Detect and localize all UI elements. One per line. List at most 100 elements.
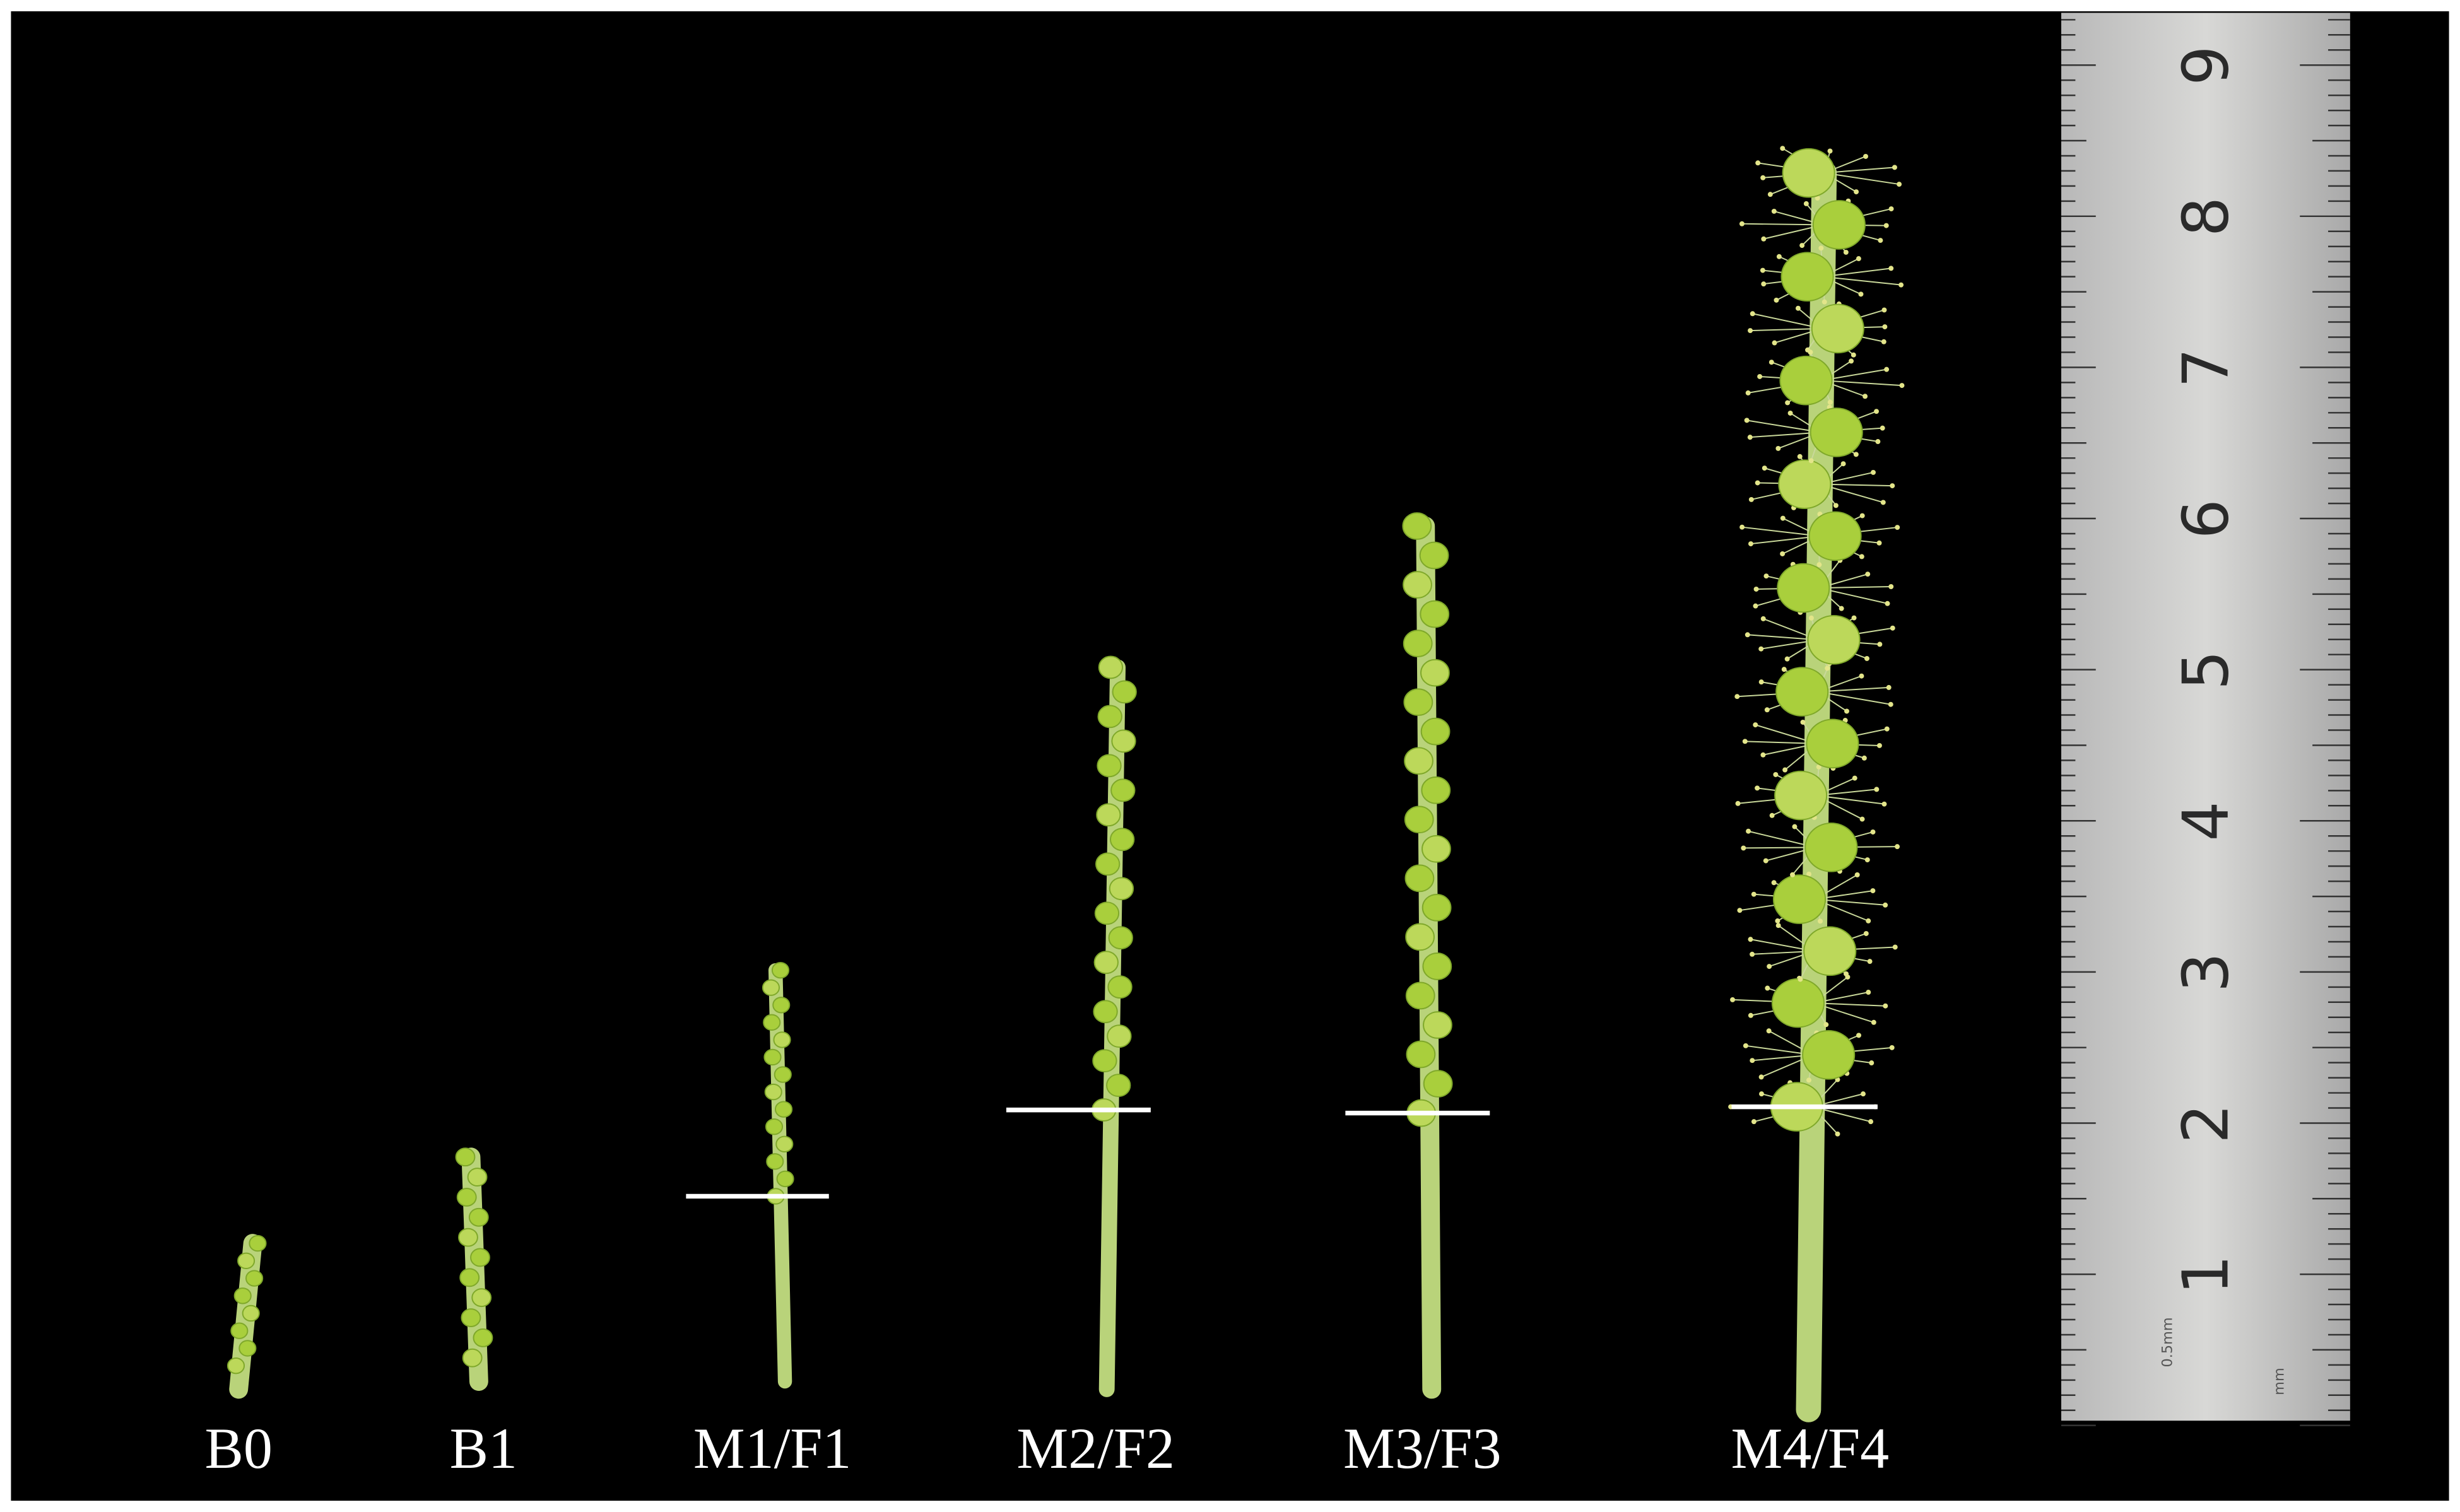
anther — [1844, 708, 1849, 714]
anther — [1755, 480, 1760, 486]
stage-label: M4/F4 — [1731, 1416, 1890, 1480]
anther — [1792, 824, 1798, 829]
anther — [1874, 409, 1880, 414]
anther — [1780, 515, 1786, 521]
anther — [1758, 1091, 1764, 1097]
bud — [1093, 1000, 1118, 1024]
anther — [1748, 937, 1753, 942]
stamen — [1741, 526, 1820, 537]
stamen — [1750, 327, 1823, 332]
anther — [1768, 360, 1774, 365]
anther — [1816, 764, 1821, 770]
anther — [1839, 606, 1844, 611]
anther — [1763, 858, 1768, 864]
bud — [237, 1252, 256, 1269]
bud — [467, 1168, 488, 1187]
anther — [1760, 175, 1766, 180]
bud — [462, 1348, 483, 1368]
anther — [1890, 483, 1895, 489]
bud — [1812, 200, 1866, 250]
bud — [1420, 659, 1450, 687]
anther — [1870, 888, 1876, 894]
bud — [230, 1322, 249, 1339]
ruler-number: 4 — [2170, 801, 2243, 841]
anther — [1767, 192, 1773, 197]
bud — [1778, 459, 1832, 509]
bud — [1421, 776, 1451, 804]
stage-label: M1/F1 — [693, 1416, 852, 1480]
anther — [1821, 299, 1827, 305]
anther — [1874, 787, 1880, 792]
bud — [763, 1048, 782, 1066]
stage-label: M3/F3 — [1343, 1416, 1502, 1480]
bud — [1107, 1024, 1132, 1048]
anther — [1885, 601, 1890, 606]
bud — [1421, 893, 1452, 922]
anther — [1775, 923, 1781, 929]
anther — [1869, 1060, 1874, 1065]
stamen — [1750, 535, 1820, 545]
bud — [1807, 615, 1861, 665]
bud — [459, 1268, 480, 1287]
anther — [1743, 1043, 1748, 1048]
inflorescence — [1006, 655, 1151, 1397]
bud — [1403, 571, 1432, 599]
ruler-number: 2 — [2170, 1104, 2243, 1144]
anther — [1748, 496, 1754, 502]
bud — [456, 1188, 477, 1207]
bud — [245, 1270, 264, 1287]
anther — [1744, 418, 1750, 423]
anther — [1863, 930, 1869, 936]
bud — [242, 1304, 260, 1322]
anther — [1808, 615, 1814, 621]
ruler-ticks — [2061, 19, 2350, 1426]
anther — [1877, 642, 1883, 647]
bud — [227, 1357, 245, 1374]
anther — [1771, 208, 1777, 214]
bud — [1808, 511, 1862, 561]
anther — [1818, 918, 1823, 924]
bud — [1094, 901, 1120, 925]
anther — [1864, 656, 1869, 661]
stamen — [1745, 741, 1817, 744]
anther — [1771, 880, 1777, 886]
bud — [1777, 563, 1830, 613]
bud — [771, 961, 790, 979]
stamen — [1823, 276, 1902, 286]
anther — [1805, 347, 1811, 353]
anther — [1742, 739, 1748, 744]
bud — [772, 997, 791, 1014]
stamen — [1821, 380, 1902, 387]
bud — [775, 1135, 794, 1152]
stamen — [1746, 419, 1821, 433]
anther — [1890, 625, 1895, 631]
anther — [1745, 390, 1751, 396]
ruler-number: 9 — [2170, 45, 2243, 85]
anther — [1856, 256, 1861, 261]
anther — [1876, 742, 1882, 748]
bud — [1423, 1070, 1453, 1098]
anther — [1773, 772, 1779, 777]
anther — [1760, 616, 1766, 621]
bud — [1405, 982, 1435, 1010]
bud — [1109, 828, 1135, 852]
anther — [1853, 452, 1859, 457]
anther — [1859, 673, 1864, 679]
bud — [1774, 770, 1828, 821]
ruler-unit: mm — [2271, 1368, 2287, 1395]
anther — [1899, 383, 1905, 389]
anther — [1799, 243, 1805, 249]
anther — [1881, 307, 1887, 313]
anther — [1753, 586, 1759, 592]
anther — [1884, 726, 1890, 732]
anther — [1895, 525, 1900, 530]
anther — [1886, 684, 1892, 690]
inflorescence — [227, 1234, 267, 1399]
anther — [1864, 857, 1870, 863]
bud — [773, 1031, 791, 1048]
anther — [1774, 297, 1779, 303]
anther — [1881, 801, 1887, 807]
anther — [1858, 291, 1864, 297]
anther — [1863, 153, 1868, 159]
anther — [1781, 667, 1787, 672]
